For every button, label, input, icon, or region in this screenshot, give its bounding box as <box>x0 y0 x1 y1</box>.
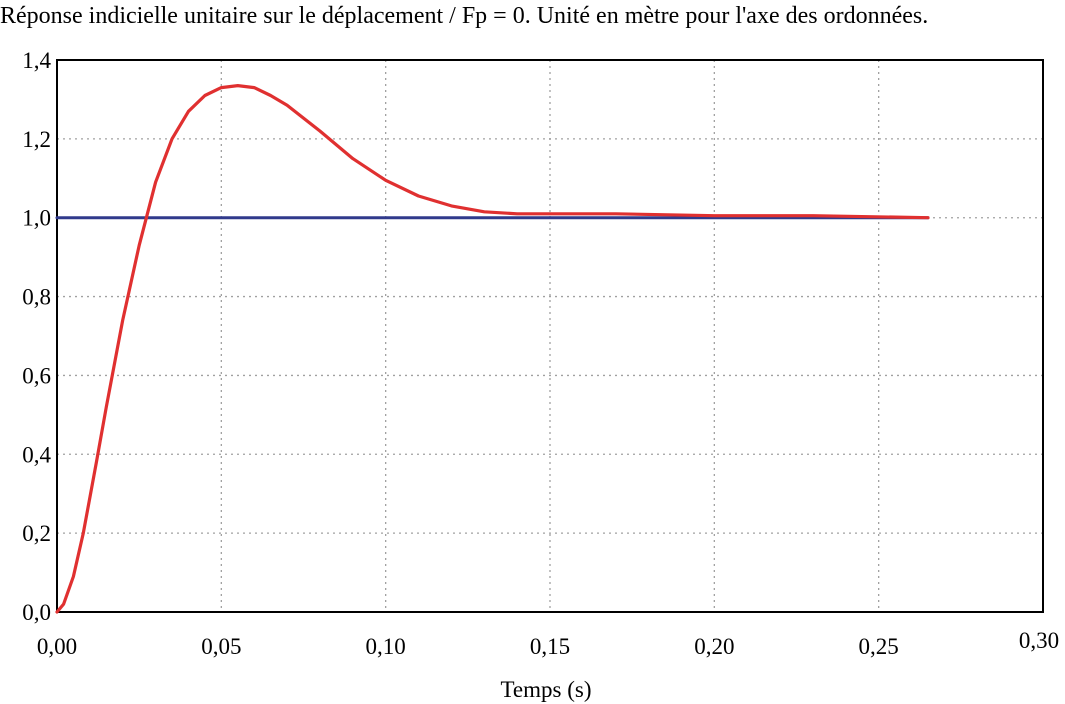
y-tick-label: 0,8 <box>22 285 51 310</box>
x-tick-label: 0,10 <box>366 634 406 659</box>
y-tick-label: 0,0 <box>22 600 51 625</box>
x-tick-label: 0,25 <box>859 634 899 659</box>
y-tick-label: 1,4 <box>22 48 51 73</box>
x-axis-label: Temps (s) <box>500 677 591 702</box>
x-axis: 0,00 0,05 0,10 0,15 0,20 0,25 0,30 <box>37 628 1059 659</box>
y-tick-label: 1,2 <box>22 127 51 152</box>
x-tick-label: 0,30 <box>1019 628 1059 653</box>
chart-title: Réponse indicielle unitaire sur le dépla… <box>0 3 929 29</box>
y-tick-label: 0,4 <box>22 442 51 467</box>
plot-frame <box>56 59 1044 613</box>
y-axis: 0,0 0,2 0,4 0,6 0,8 1,0 1,2 1,4 <box>22 48 51 625</box>
y-tick-label: 0,2 <box>22 521 51 546</box>
y-tick-label: 1,0 <box>22 206 51 231</box>
series-layer <box>55 83 930 614</box>
x-tick-label: 0,00 <box>37 634 77 659</box>
x-tick-label: 0,20 <box>694 634 734 659</box>
grid-lines <box>57 60 1043 612</box>
response-curve <box>55 83 930 614</box>
x-tick-label: 0,15 <box>530 634 570 659</box>
y-tick-label: 0,6 <box>22 363 51 388</box>
x-tick-label: 0,05 <box>201 634 241 659</box>
